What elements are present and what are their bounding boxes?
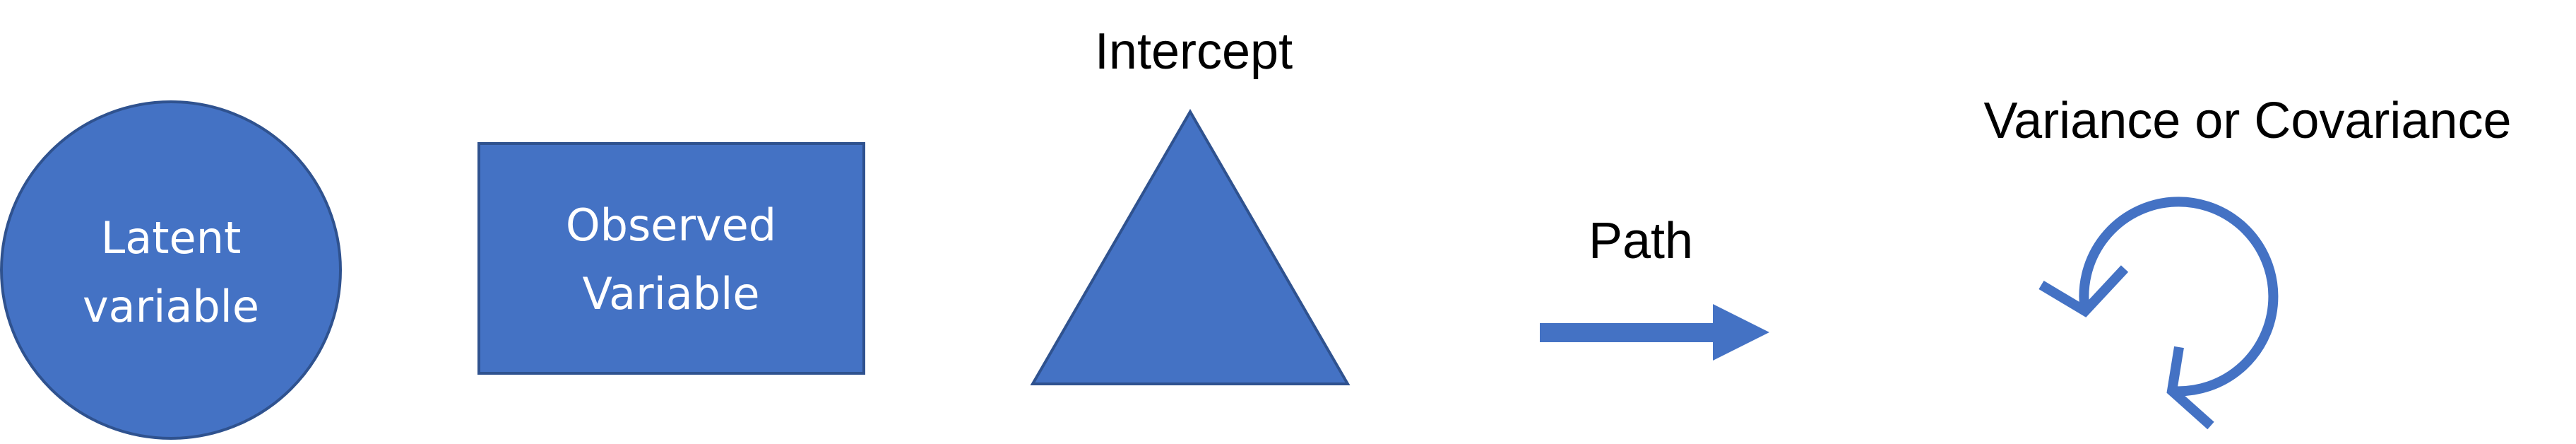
- intercept-symbol: Intercept: [1030, 23, 1351, 385]
- latent-variable-label-line1: Latent: [101, 212, 242, 264]
- latent-variable-label-line2: variable: [83, 281, 259, 332]
- path-arrow: [1540, 304, 1769, 361]
- variance-arrowhead-left: [2038, 265, 2129, 317]
- variance-covariance-label: Variance or Covariance: [1983, 93, 2511, 149]
- observed-variable-label-line1: Observed: [566, 199, 776, 251]
- observed-variable-symbol: Observed Variable: [477, 142, 865, 375]
- variance-arrowhead-right: [2166, 346, 2214, 430]
- intercept-label: Intercept: [1095, 23, 1293, 80]
- variance-curved-arrow: [2079, 197, 2279, 397]
- observed-variable-rectangle: [477, 142, 865, 375]
- path-symbol: Path: [1540, 213, 1769, 361]
- path-label: Path: [1589, 213, 1693, 269]
- observed-variable-label-line2: Variable: [582, 268, 759, 320]
- intercept-triangle: [1030, 109, 1351, 385]
- variance-covariance-symbol: Variance or Covariance: [1983, 93, 2512, 430]
- latent-variable-circle: [0, 100, 342, 440]
- latent-variable-symbol: Latent variable: [0, 100, 342, 440]
